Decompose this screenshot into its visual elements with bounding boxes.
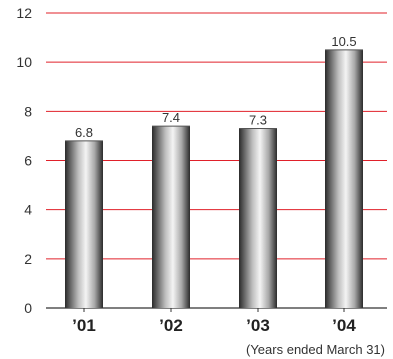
bar-data-label: 7.4	[162, 110, 180, 125]
bar	[239, 128, 277, 308]
bar	[65, 140, 103, 308]
bar	[325, 49, 363, 308]
y-tick-label: 2	[24, 251, 32, 267]
y-tick-label: 6	[24, 153, 32, 169]
y-tick-label: 0	[24, 300, 32, 316]
bars	[65, 49, 363, 308]
x-category-label: ’04	[332, 316, 356, 335]
y-axis-ticks: 0 2 4 6 8 10 12	[16, 5, 32, 316]
x-axis-categories: ’01 ’02 ’03 ’04	[72, 316, 356, 335]
bar	[152, 126, 190, 308]
y-tick-label: 8	[24, 103, 32, 119]
chart-footnote: (Years ended March 31)	[246, 342, 385, 357]
y-tick-label: 4	[24, 202, 32, 218]
x-category-label: ’03	[246, 316, 270, 335]
data-labels: 6.8 7.4 7.3 10.5	[75, 34, 357, 140]
y-tick-label: 12	[16, 5, 32, 21]
bar-data-label: 6.8	[75, 125, 93, 140]
bar-data-label: 10.5	[331, 34, 356, 49]
y-tick-label: 10	[16, 54, 32, 70]
bar-data-label: 7.3	[249, 113, 267, 128]
x-category-label: ’02	[159, 316, 183, 335]
x-category-label: ’01	[72, 316, 96, 335]
